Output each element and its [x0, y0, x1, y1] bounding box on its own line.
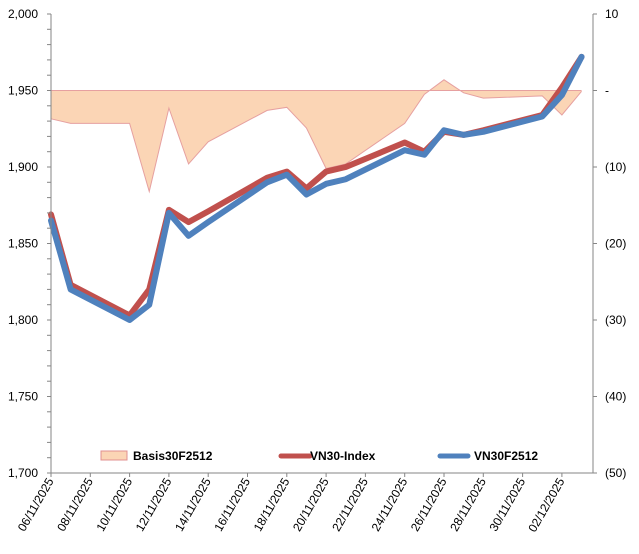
right-tick-label: -: [605, 84, 609, 98]
x-tick-label: 30/11/2025: [486, 475, 528, 534]
right-tick-label: (40): [605, 390, 626, 404]
x-tick-label: 12/11/2025: [133, 475, 175, 534]
x-tick-label: 26/11/2025: [408, 475, 450, 534]
right-tick-label: (30): [605, 313, 626, 327]
basis-area-edge: [50, 79, 582, 194]
legend-label-vn30-index: VN30-Index: [310, 449, 376, 463]
left-tick-label: 1,950: [8, 84, 38, 98]
right-tick-label: (10): [605, 160, 626, 174]
line-vn30f2512: [48, 53, 585, 323]
x-tick-label: 02/12/2025: [525, 475, 567, 534]
x-tick-label: 20/11/2025: [290, 475, 332, 534]
right-tick-label: (50): [605, 466, 626, 480]
x-tick-label: 14/11/2025: [172, 475, 214, 534]
left-tick-label: 1,850: [8, 237, 38, 251]
left-tick-label: 1,750: [8, 390, 38, 404]
lines-layer: [48, 53, 585, 323]
x-tick-label: 10/11/2025: [93, 475, 135, 534]
x-tick-label: 18/11/2025: [251, 475, 293, 534]
legend-swatch-basis: [100, 450, 128, 461]
x-tick-label: 06/11/2025: [15, 475, 57, 534]
left-tick-label: 1,800: [8, 313, 38, 327]
x-tick-label: 16/11/2025: [211, 475, 253, 534]
x-tick-label: 08/11/2025: [54, 475, 96, 534]
left-tick-label: 1,700: [8, 466, 38, 480]
legend-label-basis: Basis30F2512: [133, 449, 213, 463]
basis-area-layer: [50, 79, 582, 194]
legend: Basis30F2512 VN30-Index VN30F2512: [100, 449, 538, 463]
legend-label-vn30f2512: VN30F2512: [474, 449, 538, 463]
right-tick-label: 10: [605, 7, 619, 21]
left-tick-label: 2,000: [8, 7, 38, 21]
basis-area: [51, 79, 582, 192]
x-tick-label: 24/11/2025: [369, 475, 411, 534]
right-tick-label: (20): [605, 237, 626, 251]
left-tick-label: 1,900: [8, 160, 38, 174]
x-tick-label: 22/11/2025: [329, 475, 371, 534]
x-tick-label: 28/11/2025: [447, 475, 489, 534]
